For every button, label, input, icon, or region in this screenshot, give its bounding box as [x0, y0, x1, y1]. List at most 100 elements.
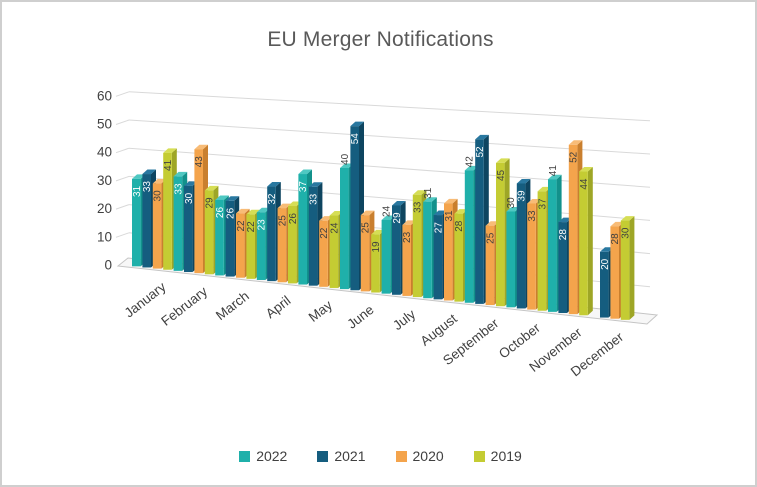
bar-value-label: 30 [184, 192, 195, 204]
bar-top-2019-June [371, 229, 385, 235]
bar-value-label: 26 [288, 213, 299, 225]
bar-value-label: 28 [610, 233, 621, 245]
bar-2020-April [277, 208, 287, 283]
bar-top-2019-May [329, 211, 344, 216]
gridline [128, 119, 651, 155]
bar-top-2020-May [319, 216, 333, 221]
bar-side-2019-November [587, 167, 593, 316]
bar-top-2021-April [267, 182, 281, 187]
y-axis-tick-label: 10 [97, 229, 112, 244]
bar-value-label: 19 [371, 241, 382, 253]
bar-top-2019-December [620, 216, 635, 221]
y-axis-tick-label: 60 [97, 88, 112, 103]
bar-top-2020-January [152, 178, 167, 184]
bar-2020-June [360, 215, 370, 292]
bar-2019-August [454, 213, 463, 302]
bar-top-2019-July [412, 190, 427, 195]
bar-top-2021-October [516, 178, 531, 184]
bar-2019-September [496, 162, 505, 307]
legend: 2022 2021 2020 2019 [2, 445, 755, 467]
bar-2019-November [579, 171, 588, 316]
y-axis-tick-label: 20 [97, 201, 112, 216]
bar-value-label: 33 [527, 210, 538, 222]
bar-2021-May [308, 186, 318, 286]
bar-value-label: 24 [329, 222, 340, 234]
bar-2019-October [537, 191, 547, 311]
x-axis-label-april: April [263, 293, 294, 321]
bar-2021-August [433, 215, 443, 300]
legend-item-2020: 2020 [395, 448, 444, 464]
bar-2020-July [402, 224, 411, 296]
bar-value-label: 23 [402, 231, 413, 243]
bar-2019-May [329, 215, 339, 288]
gridline-stub [115, 147, 130, 154]
legend-swatch-2020 [395, 450, 407, 462]
bar-top-2022-February [173, 171, 188, 177]
bar-value-label: 24 [381, 205, 392, 217]
bar-top-2020-February [194, 144, 208, 150]
bar-value-label: 20 [600, 258, 611, 270]
bar-top-2022-August [423, 197, 437, 202]
bar-value-label: 33 [173, 183, 184, 195]
bar-top-2020-July [402, 220, 416, 225]
bar-value-label: 30 [621, 227, 632, 239]
bar-2019-January [163, 152, 172, 270]
bar-2019-March [246, 214, 255, 279]
bar-value-label: 25 [277, 215, 288, 227]
gridline-stub [115, 119, 130, 125]
gridline [128, 91, 651, 122]
bar-value-label: 33 [309, 193, 320, 205]
gridline [128, 175, 651, 221]
gridline-stub [115, 204, 130, 210]
bar-2019-December [620, 220, 630, 320]
bar-top-2022-June [340, 163, 354, 168]
bar-2020-September [485, 225, 495, 306]
bar-value-label: 37 [537, 198, 548, 210]
bar-value-label: 27 [433, 222, 444, 234]
bar-2022-June [340, 167, 349, 290]
bar-top-2021-May [308, 182, 323, 187]
bar-value-label: 22 [246, 221, 257, 233]
bar-2019-June [371, 234, 380, 293]
y-axis-tick-label: 30 [97, 173, 112, 188]
bar-2020-October [527, 203, 536, 310]
x-axis-label-july: July [390, 306, 418, 333]
legend-item-2021: 2021 [317, 448, 366, 464]
legend-swatch-2022 [239, 450, 251, 462]
chart-title: EU Merger Notifications [267, 28, 494, 51]
bar-top-2020-December [610, 221, 624, 227]
bar-2019-February [204, 190, 214, 275]
x-axis-label-august: August [417, 311, 460, 349]
x-axis-label-march: March [213, 288, 252, 323]
bar-value-label: 42 [465, 156, 476, 168]
bar-value-label: 29 [392, 212, 403, 224]
bar-2021-February [184, 185, 193, 273]
bar-value-label: 29 [205, 197, 216, 209]
bar-2021-January [142, 174, 151, 268]
bar-top-2022-October [506, 206, 520, 212]
legend-swatch-2021 [317, 450, 329, 462]
bar-value-label: 22 [319, 227, 330, 239]
bar-side-2019-December [629, 216, 635, 320]
bar-value-label: 28 [558, 229, 569, 241]
bar-value-label: 31 [423, 187, 434, 199]
bar-top-2021-November [558, 217, 572, 223]
bar-2022-November [548, 179, 557, 312]
legend-swatch-2019 [473, 450, 485, 462]
x-axis-label-june: June [344, 302, 376, 332]
gridline-stub [115, 175, 130, 182]
bar-value-label: 43 [194, 156, 205, 168]
bar-top-2020-September [485, 221, 500, 226]
bar-2022-February [173, 176, 183, 271]
bar-top-2019-April [288, 201, 302, 207]
bar-2021-October [516, 183, 526, 309]
bar-top-2022-April [256, 207, 271, 213]
bar-top-2021-February [184, 181, 198, 186]
bar-top-2021-March [225, 196, 240, 201]
bar-value-label: 26 [215, 207, 226, 219]
bar-top-2022-November [548, 174, 562, 180]
bar-value-label: 33 [142, 181, 153, 193]
bar-top-2019-August [454, 209, 468, 214]
bar-value-label: 31 [444, 210, 455, 222]
